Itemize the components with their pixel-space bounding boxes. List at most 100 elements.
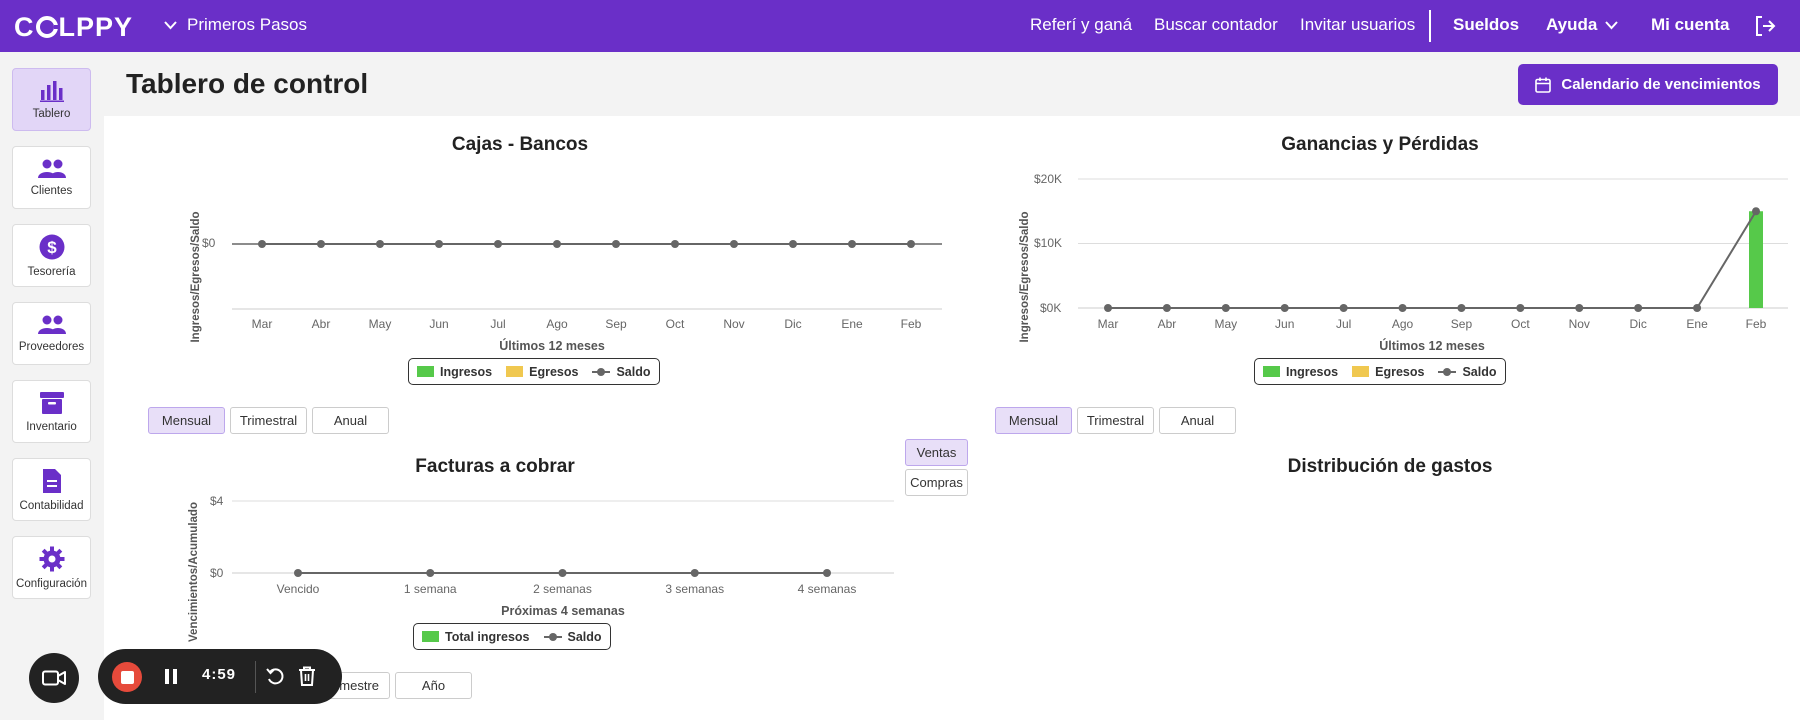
camera-toggle-button[interactable]	[29, 653, 79, 703]
x-tick-label: 4 semanas	[798, 582, 857, 596]
x-tick-label: Oct	[666, 317, 685, 331]
sidebar-item-tesoreria[interactable]: $ Tesorería	[12, 224, 91, 287]
ayuda-menu[interactable]: Ayuda	[1546, 15, 1619, 35]
cajas-trimestral-button[interactable]: Trimestral	[230, 407, 307, 434]
legend-ingresos[interactable]: Ingresos	[417, 365, 492, 379]
cajas-legend: Ingresos Egresos Saldo	[408, 358, 660, 385]
facturas-anio-button[interactable]: Año	[395, 672, 472, 699]
sidebar-item-label: Tesorería	[27, 265, 76, 278]
ganancias-xlabel: Últimos 12 meses	[1379, 339, 1485, 353]
sidebar-item-contabilidad[interactable]: Contabilidad	[12, 458, 91, 521]
legend-total-ingresos[interactable]: Total ingresos	[422, 630, 530, 644]
legend-egresos[interactable]: Egresos	[1352, 365, 1424, 379]
dollar-icon: $	[39, 234, 64, 259]
saldo-point	[1575, 304, 1584, 312]
facturas-legend: Total ingresos Saldo	[413, 623, 611, 650]
x-tick-label: Abr	[1158, 317, 1177, 331]
facturas-xlabel: Próximas 4 semanas	[501, 604, 625, 618]
ganancias-mensual-button[interactable]: Mensual	[995, 407, 1072, 434]
ganancias-trimestral-button[interactable]: Trimestral	[1077, 407, 1154, 434]
calendario-vencimientos-button[interactable]: Calendario de vencimientos	[1518, 64, 1778, 105]
invitar-usuarios-link[interactable]: Invitar usuarios	[1300, 15, 1416, 34]
facturas-trimestre-button[interactable]: rimestre	[318, 672, 390, 699]
x-tick-label: Sep	[605, 317, 627, 331]
x-tick-label: 1 semana	[404, 582, 457, 596]
distribucion-gastos-title: Distribución de gastos	[1287, 456, 1493, 477]
sidebar-item-inventario[interactable]: Inventario	[12, 380, 91, 443]
saldo-line	[1108, 210, 1757, 309]
x-tick-label: Oct	[1511, 317, 1530, 331]
saldo-point	[1162, 304, 1171, 312]
cajas-ytick: $0	[202, 236, 216, 250]
sidebar-item-label: Clientes	[30, 184, 73, 197]
sidebar: Tablero Clientes $ Tesorería Proveedores…	[0, 52, 104, 720]
trash-icon[interactable]	[298, 666, 316, 686]
x-tick-label: Nov	[723, 317, 744, 331]
saldo-point	[558, 569, 567, 577]
chevron-down-icon	[164, 20, 177, 29]
buscar-contador-link[interactable]: Buscar contador	[1154, 15, 1278, 34]
x-tick-label: Mar	[1098, 317, 1119, 331]
x-tick-label: Vencido	[277, 582, 320, 596]
nav-divider	[1429, 10, 1431, 42]
referi-link[interactable]: Referí y ganá	[1030, 15, 1133, 34]
sidebar-item-label: Inventario	[26, 420, 77, 433]
sidebar-item-clientes[interactable]: Clientes	[12, 146, 91, 209]
bar-chart-icon	[39, 80, 64, 102]
sidebar-item-label: Tablero	[32, 107, 71, 120]
pause-icon[interactable]	[164, 668, 178, 685]
x-tick-label: 2 semanas	[533, 582, 592, 596]
logout-icon[interactable]	[1753, 14, 1777, 38]
sidebar-item-tablero[interactable]: Tablero	[12, 68, 91, 131]
ganancias-anual-button[interactable]: Anual	[1159, 407, 1236, 434]
saldo-point	[294, 569, 302, 577]
saldo-point	[1104, 304, 1112, 312]
sidebar-item-label: Proveedores	[18, 340, 85, 353]
saldo-point	[823, 569, 831, 577]
sidebar-item-label: Contabilidad	[19, 499, 84, 512]
x-tick-label: Feb	[901, 317, 922, 331]
legend-ingresos[interactable]: Ingresos	[1263, 365, 1338, 379]
stop-recording-button[interactable]	[112, 662, 142, 692]
saldo-point	[1752, 207, 1760, 216]
compras-tab[interactable]: Compras	[905, 469, 968, 496]
sidebar-item-proveedores[interactable]: Proveedores	[12, 302, 91, 365]
x-tick-label: Feb	[1746, 317, 1767, 331]
saldo-point	[1221, 304, 1230, 312]
restart-icon[interactable]	[266, 666, 285, 686]
video-camera-icon	[42, 670, 66, 686]
x-tick-label: 3 semanas	[665, 582, 724, 596]
cajas-anual-button[interactable]: Anual	[312, 407, 389, 434]
facturas-ytick-0: $0	[210, 566, 224, 580]
x-tick-label: Sep	[1451, 317, 1473, 331]
ganancias-legend: Ingresos Egresos Saldo	[1254, 358, 1506, 385]
x-tick-label: Ago	[546, 317, 568, 331]
top-navbar: C LPPY Primeros Pasos Referí y ganá Busca…	[0, 0, 1800, 52]
legend-saldo[interactable]: Saldo	[1438, 365, 1497, 379]
saldo-point	[1280, 304, 1289, 312]
ventas-tab[interactable]: Ventas	[905, 439, 968, 466]
ganancias-ytick-20k: $20K	[1034, 172, 1063, 186]
x-tick-label: Jul	[490, 317, 505, 331]
primeros-pasos-menu[interactable]: Primeros Pasos	[164, 15, 307, 35]
users-icon	[37, 315, 66, 334]
facturas-cobrar-title: Facturas a cobrar	[415, 456, 575, 477]
legend-saldo[interactable]: Saldo	[592, 365, 651, 379]
legend-saldo[interactable]: Saldo	[543, 630, 602, 644]
sidebar-item-configuracion[interactable]: Configuración	[12, 536, 91, 599]
calendar-button-label: Calendario de vencimientos	[1561, 76, 1761, 93]
page-title: Tablero de control	[126, 68, 369, 99]
ganancias-ytick-0k: $0K	[1040, 301, 1062, 315]
x-tick-label: Abr	[312, 317, 331, 331]
colppy-logo[interactable]: C LPPY	[14, 12, 134, 42]
legend-egresos[interactable]: Egresos	[506, 365, 578, 379]
cajas-mensual-button[interactable]: Mensual	[148, 407, 225, 434]
saldo-point	[1339, 304, 1348, 312]
saldo-point	[1398, 304, 1407, 312]
sueldos-link[interactable]: Sueldos	[1453, 15, 1520, 34]
x-tick-label: Ago	[1392, 317, 1414, 331]
gear-icon	[39, 546, 64, 571]
mi-cuenta-link[interactable]: Mi cuenta	[1651, 15, 1730, 34]
facturas-ytick-4: $4	[210, 494, 224, 508]
